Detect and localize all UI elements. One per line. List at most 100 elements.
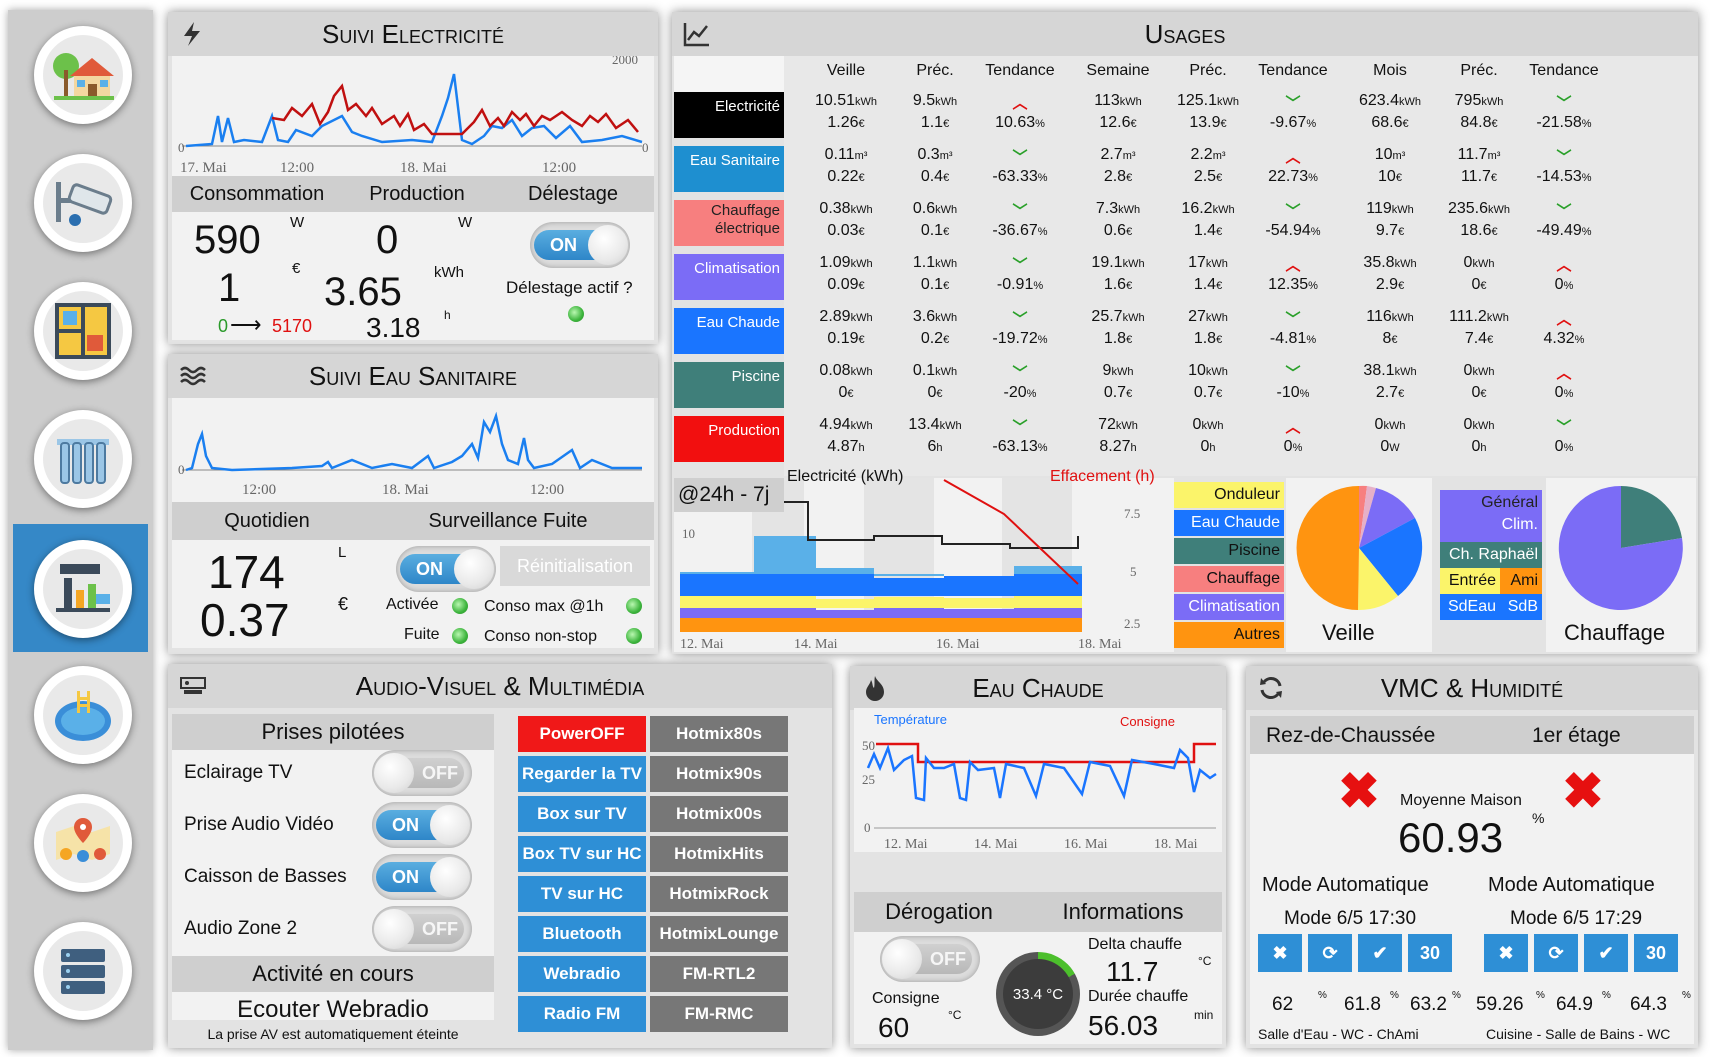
prise-toggle[interactable]: OFF [372,906,472,952]
scene-button[interactable]: Radio FM [518,996,646,1032]
fuite-toggle[interactable]: ON [396,546,496,592]
radio-button[interactable]: HotmixRock [650,876,788,912]
nav-pool-button[interactable] [34,666,132,764]
cell-value1: 0 [1463,362,1473,379]
ec-temp-line [866,744,1217,802]
prise-toggle[interactable]: OFF [372,750,472,796]
rooms2: Cuisine - Salle de Bains - WC [1486,1026,1671,1042]
legend-raphael: Ch. Raphaël [1440,542,1542,568]
trend-value: -14.53% [1514,168,1614,186]
unit-l: L [338,544,347,561]
cell-unit2: € [1220,118,1227,130]
derogation-toggle[interactable]: OFF [880,936,980,982]
duree-unit: min [1194,1008,1214,1022]
radio-button[interactable]: FM-RTL2 [650,956,788,992]
rdc-30-button[interactable]: 30 [1408,934,1452,972]
nav-monitoring-button[interactable] [34,540,132,638]
rdc-off-button[interactable]: ✖ [1258,934,1302,972]
cell-unit1: m³ [1212,150,1226,162]
trend-unit: % [1563,280,1574,292]
cell-line1: 72kWh [1068,416,1168,438]
legend-item: Autres [1174,622,1284,648]
house-icon [53,53,114,100]
scene-button[interactable]: Webradio [518,956,646,992]
ec-consigne-line [876,742,1216,764]
cell-unit2: € [943,280,950,292]
delta-unit: °C [1198,954,1212,968]
cell-unit2: € [858,172,865,184]
bar-onduleur [680,593,1082,608]
period-selector[interactable]: @24h - 7j [674,478,784,512]
cell-value1: 125.1 [1176,92,1218,109]
cell-value1: 3.6 [912,308,936,325]
scene-button[interactable]: PowerOFF [518,716,646,752]
floorplan-icon [55,303,111,359]
usages-tick-1: 12. Mai [680,637,724,652]
radio-button[interactable]: HotmixHits [650,836,788,872]
prise-toggle[interactable]: ON [372,854,472,900]
nav-camera-button[interactable] [34,154,132,252]
usages-cell: 0.08kWh 0€ [796,362,896,408]
cell-line1: 0.38kWh [796,200,896,222]
rdc-auto-button[interactable]: ⟳ [1308,934,1352,972]
reinit-button[interactable]: Réinitialisation [500,546,650,586]
nav-home-button[interactable] [34,26,132,124]
radio-button[interactable]: HotmixLounge [650,916,788,952]
cell-value1: 35.8 [1363,254,1395,271]
nav-location-button[interactable] [34,794,132,892]
cell-value1: 2.7 [1100,146,1123,163]
fuite-header: Surveillance Fuite [362,502,654,540]
trend-unit: % [1308,172,1318,184]
cell-unit1: kWh [1486,312,1509,324]
trend-unit: % [1563,442,1574,454]
radio-button[interactable]: FM-RMC [650,996,788,1032]
etage-off-button[interactable]: ✖ [1484,934,1528,972]
cell-line2: 6h [885,438,985,456]
ec-values: OFF Consigne 60 °C 33.4 °C Delta chauffe… [854,932,1222,1044]
ec-y-50: 50 [862,738,875,753]
cell-unit2: € [1130,118,1137,130]
cell-line1: 623.4kWh [1340,92,1440,114]
mode2-label: Mode Automatique [1488,874,1655,896]
etage-auto-button[interactable]: ⟳ [1534,934,1578,972]
temp-gauge-inner: 33.4 °C [1003,959,1073,1029]
nav-plan-button[interactable] [34,282,132,380]
prise-toggle[interactable]: ON [372,802,472,848]
usages-y-right-2: 5 [1130,564,1137,579]
etage-30-button[interactable]: 30 [1634,934,1678,972]
radio-button[interactable]: Hotmix00s [650,796,788,832]
cell-value2: 18.6 [1460,222,1492,239]
delestage-toggle[interactable]: ON [530,222,630,268]
rdc-on-button[interactable]: ✔ [1358,934,1402,972]
nav-server-button[interactable] [34,922,132,1020]
radio-button[interactable]: Hotmix80s [650,716,788,752]
cell-value1: 0.1 [912,362,936,379]
elec-tick-1: 17. Mai [180,160,227,176]
panel-title: VMC & Humidité [1380,672,1564,703]
trend-value: -54.94% [1243,222,1343,240]
cell-line1: 13.4kWh [885,416,985,438]
scene-button[interactable]: TV sur HC [518,876,646,912]
scene-button[interactable]: Box TV sur HC [518,836,646,872]
consigne-label: Consigne [872,990,940,1007]
nav-heating-button[interactable] [34,410,132,508]
eau-euros: 0.37 [200,594,290,646]
scene-button[interactable]: Box sur TV [518,796,646,832]
usages-cell: 0.38kWh 0.03€ [796,200,896,246]
cell-unit1: m³ [939,150,953,162]
media-icon [180,677,206,694]
scene-button[interactable]: Regarder la TV [518,756,646,792]
elec-tick-4: 12:00 [542,160,576,176]
usages-cell: 11.7m³ 11.7€ [1429,146,1529,192]
usages-cell: 7.3kWh 0.6€ [1068,200,1168,246]
usages-cell: ﹀ -63.33% [970,146,1070,192]
etage-on-button[interactable]: ✔ [1584,934,1628,972]
ec-legend-consigne: Consigne [1120,714,1175,729]
cell-value2: 2.7 [1375,384,1399,401]
derogation-header: Dérogation [854,892,1024,932]
panel-header: VMC & Humidité [1246,666,1698,710]
panel-usages: Usages Veille Préc. Tendance Semaine Préc. Te… [672,12,1698,654]
scene-button[interactable]: Bluetooth [518,916,646,952]
unit-w: W [290,214,305,231]
radio-button[interactable]: Hotmix90s [650,756,788,792]
